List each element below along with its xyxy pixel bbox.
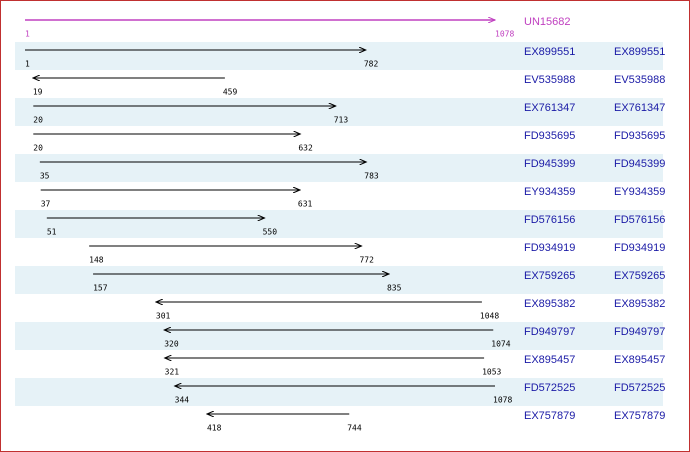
start-label: 19 [33, 88, 43, 97]
end-label: 632 [298, 144, 313, 153]
accession: EX895382 [524, 298, 575, 310]
start-label: 37 [41, 200, 51, 209]
row-background [15, 98, 663, 126]
accession: FD934919 [524, 242, 575, 254]
accession: EX899551 [524, 46, 575, 58]
start-label: 51 [47, 228, 57, 237]
end-label: 744 [347, 424, 362, 433]
start-label: 320 [164, 340, 179, 349]
accession-link: EX761347 [614, 102, 665, 114]
accession-link: EX759265 [614, 270, 665, 282]
start-label: 418 [207, 424, 222, 433]
accession-link: EY934359 [614, 186, 665, 198]
row-background [15, 210, 663, 238]
accession: FD572525 [524, 382, 575, 394]
end-label: 713 [334, 116, 349, 125]
row-background [15, 154, 663, 182]
start-label: 20 [33, 116, 43, 125]
start-label: 321 [165, 368, 180, 377]
accession: EX757879 [524, 410, 575, 422]
start-label: 35 [40, 172, 50, 181]
start-label: 20 [33, 144, 43, 153]
accession: EX761347 [524, 102, 575, 114]
accession-link: EX899551 [614, 46, 665, 58]
accession-link: FD949797 [614, 326, 665, 338]
accession: FD949797 [524, 326, 575, 338]
accession-link: FD934919 [614, 242, 665, 254]
start-label: 157 [93, 284, 108, 293]
end-label: 459 [223, 88, 238, 97]
accession: FD945399 [524, 158, 575, 170]
accession-link: EX895457 [614, 354, 665, 366]
accession: EY934359 [524, 186, 575, 198]
accession-link: FD576156 [614, 214, 665, 226]
start-label: 148 [89, 256, 104, 265]
accession: FD576156 [524, 214, 575, 226]
accession: FD935695 [524, 130, 575, 142]
end-label: 631 [298, 200, 313, 209]
end-label: 1078 [493, 396, 512, 405]
row-background [15, 42, 663, 70]
row-background [15, 322, 663, 350]
end-label: 783 [364, 172, 379, 181]
accession-link: FD572525 [614, 382, 665, 394]
accession: EX759265 [524, 270, 575, 282]
end-label: 550 [263, 228, 278, 237]
accession-link: EX895382 [614, 298, 665, 310]
reference-start: 1 [25, 30, 30, 39]
end-label: 772 [359, 256, 374, 265]
accession-link: EV535988 [614, 74, 665, 86]
end-label: 835 [387, 284, 402, 293]
end-label: 1053 [482, 368, 501, 377]
accession: EV535988 [524, 74, 575, 86]
start-label: 301 [156, 312, 171, 321]
end-label: 1048 [480, 312, 499, 321]
start-label: 1 [25, 60, 30, 69]
start-label: 344 [175, 396, 190, 405]
accession-link: FD945399 [614, 158, 665, 170]
accession: EX895457 [524, 354, 575, 366]
accession-link: FD935695 [614, 130, 665, 142]
accession-link: EX757879 [614, 410, 665, 422]
reference-end: 1078 [495, 30, 514, 39]
row-background [15, 266, 663, 294]
end-label: 1074 [491, 340, 510, 349]
end-label: 782 [364, 60, 379, 69]
row-background [15, 378, 663, 406]
reference-name: UN15682 [524, 16, 570, 28]
